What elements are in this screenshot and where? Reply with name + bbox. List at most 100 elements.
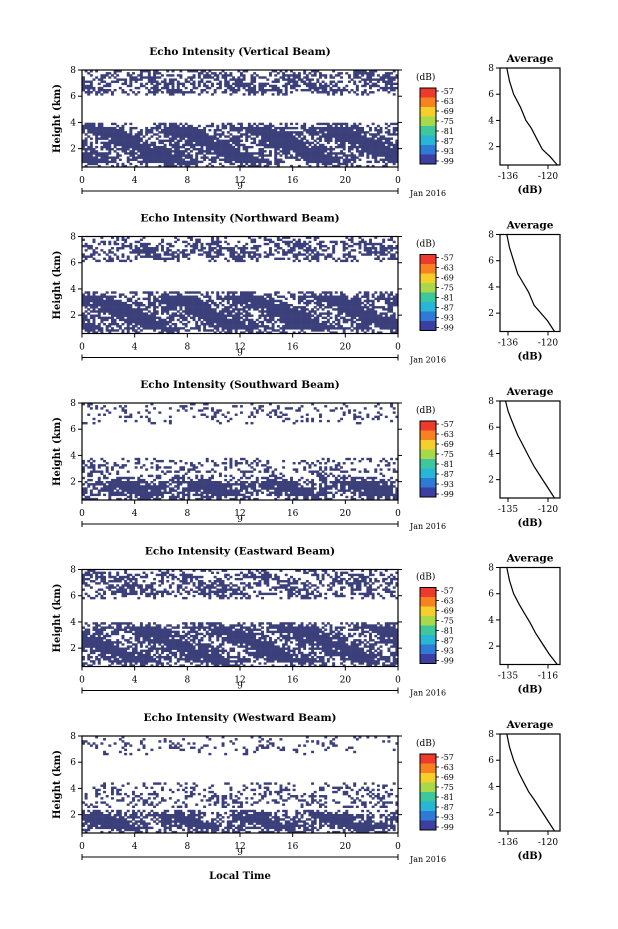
heatmap-cell — [232, 291, 236, 294]
heatmap-cell — [284, 82, 288, 86]
heatmap-cell — [171, 162, 175, 166]
heatmap-cell — [197, 314, 201, 317]
heatmap-cell — [200, 320, 204, 324]
heatmap-cell — [292, 322, 296, 326]
heatmap-cell — [311, 310, 315, 313]
heatmap-cell — [290, 141, 293, 145]
heatmap-cell — [287, 322, 291, 326]
heatmap-cell — [182, 240, 185, 244]
heatmap-cell — [361, 135, 365, 138]
heatmap-cell — [313, 152, 317, 155]
heatmap-cell — [116, 322, 120, 326]
heatmap-cell — [321, 129, 325, 132]
heatmap-cell — [374, 148, 378, 151]
heatmap-cell — [187, 91, 191, 94]
heatmap-cell — [313, 160, 317, 164]
heatmap-cell — [208, 162, 212, 166]
heatmap-cell — [366, 156, 370, 159]
heatmap-cell — [129, 150, 133, 153]
heatmap-cell — [263, 82, 267, 86]
heatmap-cell — [134, 156, 138, 159]
heatmap-cell — [321, 88, 325, 92]
heatmap-cell — [276, 139, 280, 142]
heatmap-cell — [184, 143, 188, 147]
heatmap-cell — [105, 301, 109, 305]
heatmap-cell — [84, 242, 88, 246]
heatmap-cell — [124, 497, 128, 501]
heatmap-cell — [379, 139, 383, 142]
heatmap-cell — [218, 244, 222, 248]
heatmap-cell — [279, 295, 283, 298]
heatmap-cell — [319, 160, 322, 164]
heatmap-cell — [261, 86, 264, 90]
heatmap-cell — [118, 148, 122, 151]
heatmap-cell — [266, 158, 270, 161]
heatmap-cell — [305, 129, 309, 132]
heatmap-cell — [313, 247, 317, 250]
heatmap-cell — [376, 325, 380, 328]
heatmap-cell — [350, 325, 354, 328]
heatmap-cell — [116, 164, 120, 168]
heatmap-cell — [329, 156, 333, 159]
heatmap-cell — [329, 158, 333, 161]
heatmap-cell — [311, 255, 315, 258]
heatmap-cell — [369, 495, 372, 499]
heatmap-cell — [124, 301, 128, 305]
heatmap-cell — [124, 312, 128, 315]
heatmap-cell — [295, 314, 299, 317]
heatmap-cell — [332, 122, 336, 126]
heatmap-cell — [113, 135, 117, 138]
heatmap-cell — [382, 145, 386, 149]
heatmap-cell — [253, 301, 257, 305]
heatmap-cell — [132, 145, 135, 149]
heatmap-cell — [100, 74, 104, 77]
heatmap-cell — [121, 133, 125, 136]
heatmap-cell — [292, 76, 296, 79]
heatmap-cell — [89, 80, 93, 83]
heatmap-cell — [374, 242, 378, 246]
heatmap-cell — [287, 312, 291, 315]
heatmap-cell — [387, 160, 391, 164]
heatmap-cell — [211, 156, 214, 159]
heatmap-cell — [253, 160, 257, 164]
heatmap-cell — [240, 331, 243, 334]
heatmap-cell — [266, 160, 270, 164]
heatmap-cell — [203, 308, 207, 311]
heatmap-cell — [200, 242, 204, 246]
heatmap-cell — [242, 314, 246, 317]
heatmap-cell — [211, 291, 214, 294]
heatmap-cell — [305, 301, 309, 305]
heatmap-cell — [282, 160, 286, 164]
heatmap-cell — [84, 495, 88, 499]
heatmap-cell — [166, 251, 170, 254]
heatmap-cell — [355, 72, 359, 75]
heatmap-cell — [366, 325, 370, 328]
heatmap-cell — [384, 76, 388, 79]
heatmap-cell — [395, 320, 399, 324]
heatmap-cell — [103, 129, 106, 132]
heatmap-cell — [332, 257, 336, 260]
heatmap-cell — [153, 80, 157, 83]
heatmap-cell — [279, 139, 283, 142]
heatmap-cell — [195, 320, 199, 324]
heatmap-cell — [108, 310, 112, 313]
heatmap-cell — [192, 148, 196, 151]
heatmap-cell — [284, 240, 288, 244]
heatmap-cell — [295, 327, 299, 330]
heatmap-cell — [332, 308, 336, 311]
heatmap-cell — [308, 141, 312, 145]
heatmap-cell — [263, 154, 267, 157]
heatmap-cell — [297, 131, 301, 134]
heatmap-cell — [334, 122, 338, 126]
heatmap-cell — [247, 497, 251, 501]
heatmap-cell — [121, 310, 125, 313]
heatmap-cell — [166, 327, 170, 330]
heatmap-cell — [382, 249, 386, 252]
heatmap-cell — [205, 137, 209, 140]
heatmap-cell — [340, 306, 343, 309]
heatmap-cell — [303, 242, 307, 246]
heatmap-cell — [384, 141, 388, 145]
heatmap-cell — [253, 255, 257, 258]
heatmap-cell — [316, 251, 320, 254]
heatmap-cell — [171, 306, 175, 309]
